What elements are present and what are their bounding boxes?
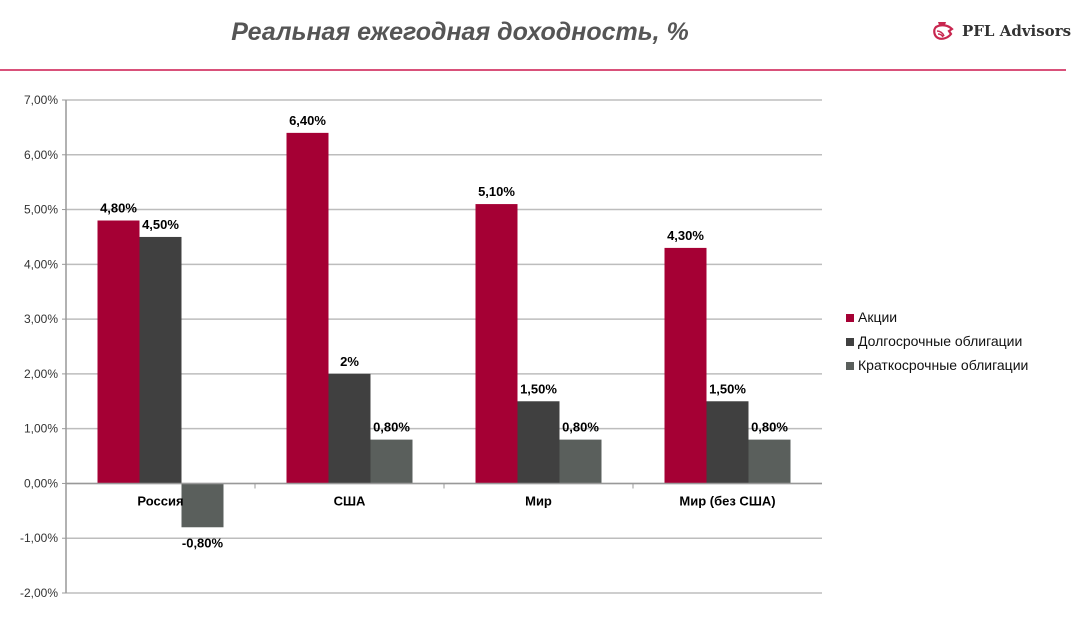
bar <box>139 236 182 484</box>
category-label: Мир <box>525 493 552 508</box>
bar <box>97 220 140 484</box>
y-tick-label: -1,00% <box>20 531 58 545</box>
y-tick-label: 2,00% <box>24 367 58 381</box>
category-label: Мир (без США) <box>679 493 775 508</box>
data-label: -0,80% <box>182 535 224 550</box>
bar <box>664 247 707 484</box>
y-tick-label: 1,00% <box>24 422 58 436</box>
category-label: США <box>334 493 366 508</box>
legend-swatch <box>846 314 854 322</box>
bar <box>286 132 329 484</box>
legend-label: Долгосрочные облигации <box>858 333 1022 349</box>
bar <box>181 483 224 528</box>
bar <box>559 439 602 484</box>
data-label: 1,50% <box>709 381 746 396</box>
chart-title: Реальная ежегодная доходность, % <box>231 18 689 46</box>
logo: PFL Advisors <box>930 18 1071 44</box>
y-tick-label: 0,00% <box>24 476 58 490</box>
bar <box>706 401 749 484</box>
data-label: 0,80% <box>751 420 788 435</box>
legend-swatch <box>846 362 854 370</box>
data-label: 2% <box>340 354 359 369</box>
y-tick-label: 5,00% <box>24 203 58 217</box>
bar <box>475 204 518 484</box>
bar <box>748 439 791 484</box>
data-label: 4,80% <box>100 201 137 216</box>
bar <box>517 401 560 484</box>
logo-text: PFL Advisors <box>962 22 1072 40</box>
bar <box>370 439 413 484</box>
data-label: 0,80% <box>373 420 410 435</box>
data-label: 4,50% <box>142 217 179 232</box>
y-tick-label: 3,00% <box>24 312 58 326</box>
data-label: 4,30% <box>667 228 704 243</box>
data-label: 0,80% <box>562 420 599 435</box>
data-label: 1,50% <box>520 381 557 396</box>
header-divider <box>0 69 1066 71</box>
legend-swatch <box>846 338 854 346</box>
bar <box>328 373 371 484</box>
y-tick-label: 4,00% <box>24 257 58 271</box>
data-label: 6,40% <box>289 113 326 128</box>
lion-logo-icon <box>933 22 954 40</box>
y-tick-label: 7,00% <box>24 93 58 107</box>
y-tick-label: -2,00% <box>20 586 58 600</box>
category-label: Россия <box>137 493 183 508</box>
y-tick-label: 6,00% <box>24 148 58 162</box>
legend-label: Краткосрочные облигации <box>858 357 1028 373</box>
legend-label: Акции <box>858 309 897 325</box>
data-label: 5,10% <box>478 184 515 199</box>
